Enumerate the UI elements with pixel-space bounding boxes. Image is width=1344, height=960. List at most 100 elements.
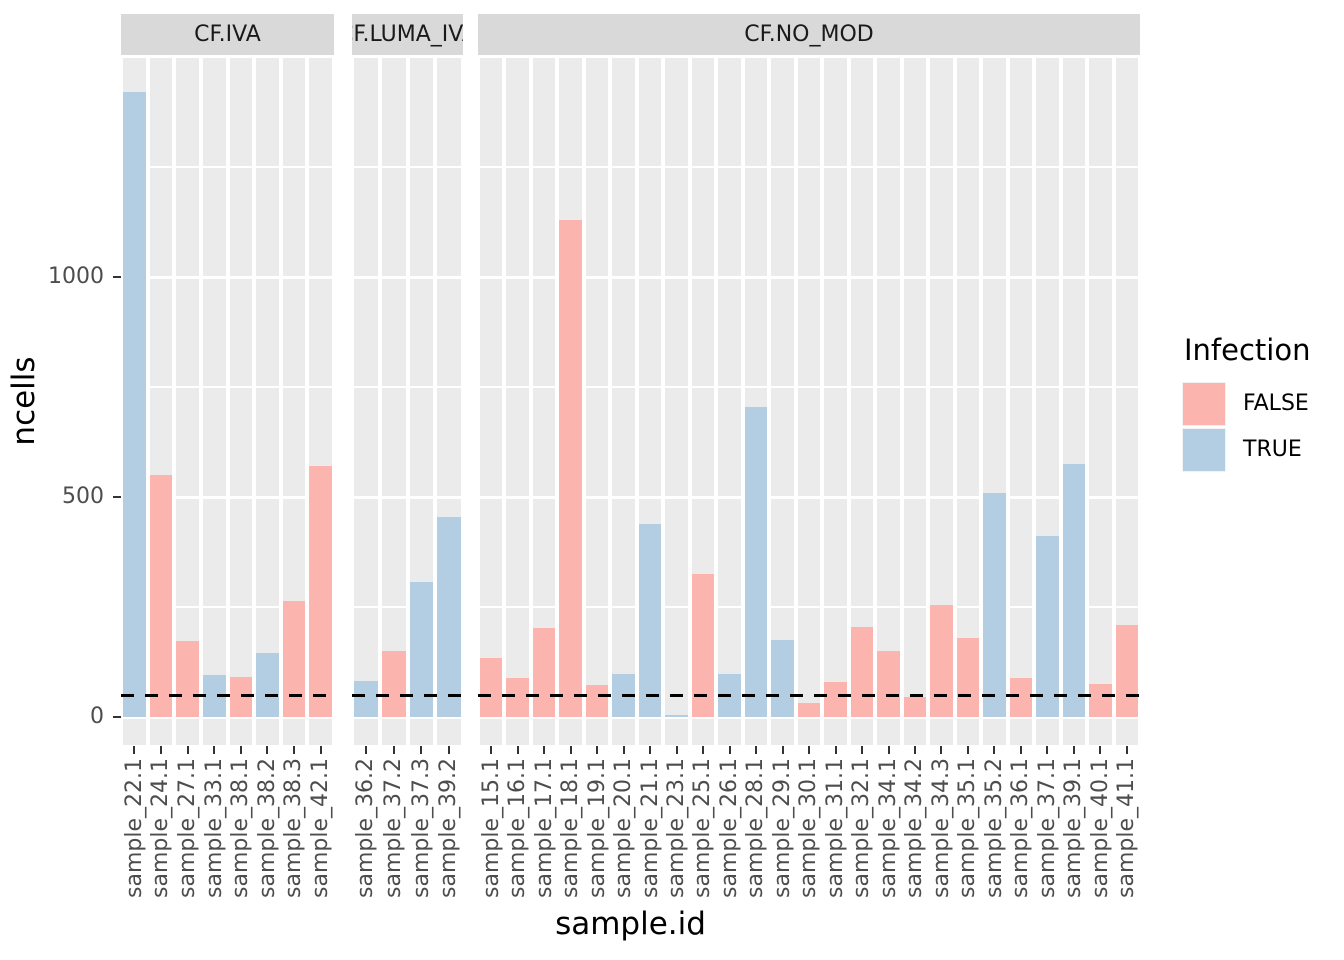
x-label-cell: sample_19.1 (584, 758, 610, 910)
major-gridline (478, 275, 1140, 279)
x-axis-tick (159, 746, 162, 754)
bar-sample_15.1 (480, 658, 503, 717)
false-color-swatch (1183, 382, 1225, 425)
true-color-swatch (1183, 428, 1225, 471)
x-tick-label: sample_35.2 (981, 758, 1007, 898)
x-label-cell: sample_34.2 (902, 758, 928, 910)
x-label-cell: sample_25.1 (690, 758, 716, 910)
category-slot (256, 58, 279, 745)
bar-sample_39.1 (1062, 464, 1086, 717)
category-slot (559, 58, 582, 745)
x-tick-label: sample_37.1 (1034, 758, 1060, 898)
x-axis-title: sample.id (555, 906, 706, 942)
x-tick-label: sample_33.1 (201, 758, 227, 898)
minor-gridline (352, 606, 463, 608)
bar-sample_34.1 (877, 650, 900, 717)
category-slot (930, 58, 953, 745)
x-tick-row (478, 746, 1140, 754)
x-tick-cell (1008, 746, 1034, 754)
minor-gridline (478, 166, 1140, 168)
facet-strip-label: CF.NO_MOD (744, 22, 874, 47)
category-slot (983, 58, 1006, 745)
x-tick-cell (637, 746, 663, 754)
bar-sample_27.1 (176, 641, 199, 717)
x-tick-cell (1087, 746, 1113, 754)
minor-gridline (352, 386, 463, 388)
category-slot (585, 58, 609, 745)
x-axis-tick (1072, 746, 1075, 754)
x-tick-label: sample_25.1 (690, 758, 716, 898)
category-slot (123, 58, 146, 745)
bar-sample_36.2 (354, 681, 378, 717)
x-axis-tick (1046, 746, 1049, 754)
x-label-cell: sample_27.1 (174, 758, 201, 910)
x-tick-label: sample_38.2 (254, 758, 280, 898)
minor-gridline (478, 386, 1140, 388)
facet-strip-label: CF.LUMA_IVA (352, 22, 463, 47)
threshold-dashed-line (352, 693, 463, 697)
panel-slots (478, 58, 1140, 745)
x-axis-tick (622, 746, 625, 754)
major-gridline (352, 715, 463, 719)
x-tick-cell (875, 746, 901, 754)
x-tick-cell (1114, 746, 1140, 754)
x-label-cell: sample_23.1 (663, 758, 689, 910)
x-tick-cell (352, 746, 380, 754)
bar-sample_34.3 (930, 605, 953, 717)
x-axis-tick (392, 746, 395, 754)
x-tick-cell (281, 746, 308, 754)
x-tick-label: sample_18.1 (558, 758, 584, 898)
x-label-row: sample_15.1 sample_16.1 sample_17.1 sample_… (478, 758, 1140, 910)
x-axis-tick (781, 746, 784, 754)
x-label-cell: sample_17.1 (531, 758, 557, 910)
y-tick-label-0: 0 (90, 704, 104, 729)
x-axis-tick (1019, 746, 1022, 754)
x-tick-label: sample_40.1 (1087, 758, 1113, 898)
x-axis-tick (516, 746, 519, 754)
x-label-cell: sample_16.1 (504, 758, 530, 910)
bar-sample_23.1 (665, 715, 688, 717)
y-axis-tick (113, 276, 121, 278)
bar-sample_35.1 (956, 637, 980, 717)
x-tick-label: sample_39.2 (436, 758, 462, 898)
major-gridline (121, 715, 334, 719)
x-tick-label: sample_36.2 (353, 758, 379, 898)
category-slot (202, 58, 226, 745)
x-axis-tick (420, 746, 423, 754)
category-slot (149, 58, 173, 745)
facet-strip: CF.IVA (121, 14, 334, 55)
bar-sample_42.1 (309, 465, 332, 717)
x-label-cell: sample_36.1 (1008, 758, 1034, 910)
facet-strip: CF.LUMA_IVA (352, 14, 463, 55)
x-tick-label: sample_30.1 (796, 758, 822, 898)
x-axis-tick (702, 746, 705, 754)
threshold-dashed-line (121, 693, 334, 697)
y-tick-label-500: 500 (62, 484, 104, 509)
x-axis-tick (319, 746, 322, 754)
x-tick-label: sample_28.1 (743, 758, 769, 898)
x-label-row: sample_36.2 sample_37.2 sample_37.3 sample_… (352, 758, 463, 910)
bar-sample_31.1 (824, 682, 847, 717)
x-axis-tick (649, 746, 652, 754)
x-tick-cell (148, 746, 175, 754)
legend-key (1182, 381, 1226, 426)
x-label-cell: sample_22.1 (121, 758, 148, 910)
category-slot (877, 58, 900, 745)
category-slot (480, 58, 503, 745)
panel-slots (352, 58, 463, 745)
facet-panel (121, 58, 334, 745)
x-axis-tick (1099, 746, 1102, 754)
x-tick-label: sample_32.1 (849, 758, 875, 898)
bar-sample_17.1 (532, 627, 556, 717)
category-slot (354, 58, 378, 745)
bar-sample_18.1 (559, 219, 582, 717)
x-axis-tick (239, 746, 242, 754)
y-axis-tick (113, 496, 121, 498)
x-tick-cell (531, 746, 557, 754)
x-axis-tick (913, 746, 916, 754)
bar-sample_16.1 (506, 678, 529, 717)
bar-sample_36.1 (1009, 677, 1033, 717)
x-tick-label: sample_21.1 (637, 758, 663, 898)
x-tick-cell (201, 746, 228, 754)
x-axis-tick (861, 746, 864, 754)
